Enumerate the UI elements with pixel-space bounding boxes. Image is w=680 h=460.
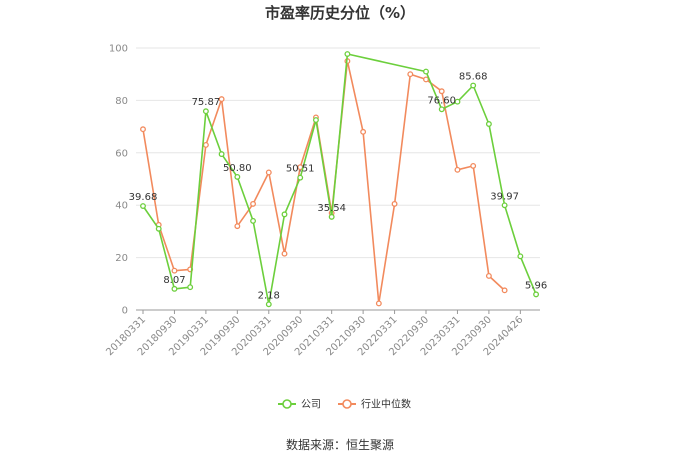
data-label: 35.54 [317,203,346,214]
legend-swatch-marker [282,399,292,409]
company-point [155,225,162,232]
legend-swatch-marker [342,399,352,409]
data-label: 39.97 [490,191,519,202]
industry-median-point [281,250,288,257]
company-point [470,82,477,89]
company-point [328,213,335,220]
industry-median-point [391,200,398,207]
industry-median-point [234,223,241,230]
company-point [344,51,351,57]
industry-median-point [265,169,272,176]
industry-median-point [360,128,367,135]
company-point [265,301,272,308]
company-point [517,253,524,260]
company-point [187,284,194,291]
industry-median-point [423,76,429,83]
chart-title: 市盈率历史分位（%） [264,4,416,22]
industry-median-point [140,126,146,133]
data-label: 39.68 [129,192,158,203]
data-label: 8.07 [163,275,185,286]
y-tick-label: 100 [109,44,128,55]
company-point [281,211,288,218]
company-point [485,121,492,127]
industry-median-point [501,287,508,294]
company-point [140,203,146,209]
company-point [454,98,461,105]
company-point [218,151,225,158]
company-point [533,291,540,298]
data-source-note: 数据来源：恒生聚源 [285,438,394,452]
company-point [171,285,178,292]
company-point [297,174,304,181]
company-point [313,117,319,123]
data-label: 75.87 [192,97,221,108]
data-label: 5.96 [525,280,547,291]
y-tick-label: 40 [115,201,128,212]
company-point [202,108,209,115]
company-point [234,173,241,180]
legend: 公司 行业中位数 [278,398,411,411]
data-label: 50.51 [286,164,315,175]
company-point [501,202,508,209]
data-label: 85.68 [459,72,488,83]
industry-median-point [454,166,461,173]
y-tick-label: 80 [115,96,128,107]
industry-median-point [407,71,414,78]
company-point [250,217,257,224]
industry-median-point [250,200,257,207]
y-tick-label: 0 [122,306,128,317]
data-label: 50.80 [223,163,252,174]
legend-label: 公司 [301,400,321,411]
legend-label: 行业中位数 [361,398,411,411]
industry-median-point [470,162,477,169]
industry-median-point [375,300,382,307]
industry-median-point [171,267,178,274]
industry-median-point [202,141,209,148]
industry-median-point [438,88,445,95]
company-series-line [142,53,537,306]
company-point [438,106,445,113]
data-label: 2.18 [258,290,280,301]
y-tick-label: 20 [115,253,128,264]
y-tick-label: 60 [115,148,128,159]
industry-median-point [485,272,492,279]
industry-median-point [218,96,225,103]
data-label: 76.60 [427,95,456,106]
company-point [423,68,429,75]
